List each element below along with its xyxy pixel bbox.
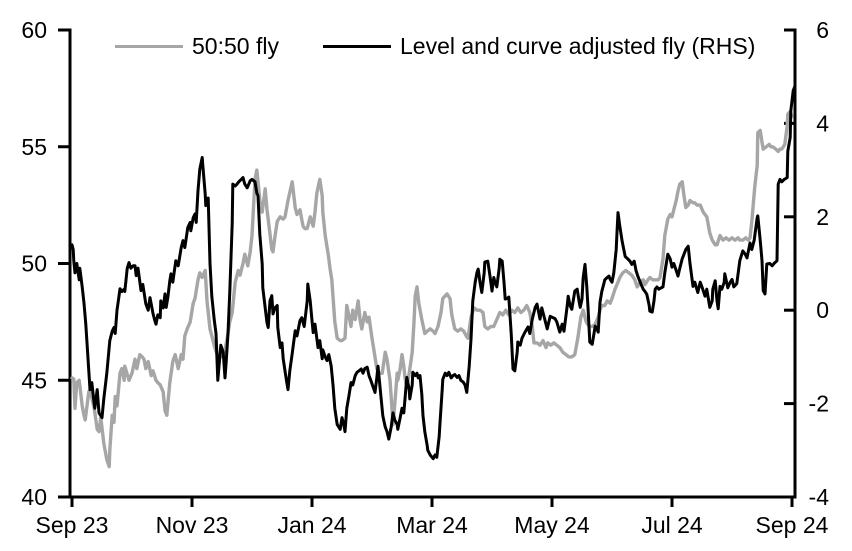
gray-line-swatch-icon — [115, 44, 183, 48]
x-tick-label: Nov 23 — [156, 512, 229, 538]
y-right-tick-label: 4 — [816, 110, 829, 136]
y-right-tick-label: -2 — [809, 391, 829, 417]
series-line-level-curve-adjusted-fly — [70, 84, 797, 461]
legend-item-level-curve-adjusted-fly: Level and curve adjusted fly (RHS) — [323, 33, 755, 59]
x-tick-label: Jul 24 — [641, 512, 703, 538]
y-right-tick-label: 6 — [816, 17, 829, 43]
y-right-tick-label: -4 — [809, 484, 830, 510]
y-left-tick-label: 50 — [21, 251, 47, 277]
y-left-tick-label: 45 — [21, 367, 47, 393]
x-tick-label: Jan 24 — [277, 512, 346, 538]
y-left-tick-label: 40 — [21, 484, 47, 510]
x-tick-label: May 24 — [514, 512, 590, 538]
legend-label-5050-fly: 50:50 fly — [192, 32, 279, 59]
series-line-5050-fly — [70, 109, 794, 469]
legend-label-level-curve-adjusted-fly: Level and curve adjusted fly (RHS) — [400, 32, 756, 59]
y-left-tick-label: 55 — [21, 134, 47, 160]
y-right-tick-label: 0 — [816, 297, 829, 323]
y-right-tick-label: 2 — [816, 204, 829, 230]
legend-item-5050-fly: 50:50 fly — [115, 33, 279, 59]
x-tick-label: Sep 24 — [756, 512, 829, 538]
y-left-tick-label: 60 — [21, 17, 47, 43]
x-tick-label: Mar 24 — [396, 512, 468, 538]
x-tick-label: Sep 23 — [36, 512, 109, 538]
black-line-swatch-icon — [323, 44, 391, 48]
